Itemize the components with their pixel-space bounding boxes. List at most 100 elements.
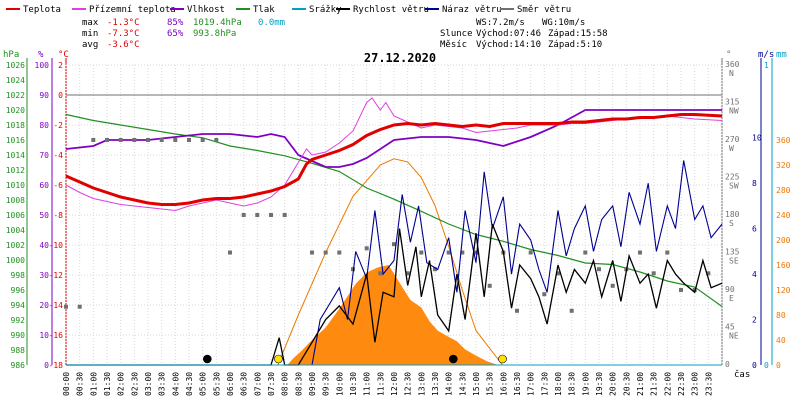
tick-x: 17:30 [540, 372, 549, 396]
tick-dir-name: SE [729, 257, 739, 266]
tick-x: 04:30 [185, 372, 194, 396]
wind-dir-point [460, 250, 465, 255]
tick-hpa: 994 [11, 301, 26, 310]
stat-max-label: max [82, 18, 99, 28]
tick-x: 16:30 [513, 372, 522, 396]
tick-x: 14:30 [458, 372, 467, 396]
tick-temp: -4 [53, 151, 63, 160]
tick-ms: 0 [752, 361, 757, 370]
ground-temp-line [65, 97, 723, 212]
tick-hpa: 1004 [6, 226, 25, 235]
sun-rise: Východ:07:46 [476, 29, 541, 39]
tick-temp: -16 [49, 331, 64, 340]
tick-temp: -12 [49, 271, 64, 280]
tick-hpa: 1020 [6, 106, 25, 115]
tick-wm2: 240 [776, 211, 791, 220]
wind-dir-point [651, 271, 656, 276]
axis-hpa-unit: hPa [3, 50, 19, 60]
tick-x: 15:00 [472, 372, 481, 396]
tick-dir-name: N [729, 69, 734, 78]
tick-wm2: 40 [776, 336, 786, 345]
tick-x: 21:00 [636, 372, 645, 396]
x-axis-label: čas [734, 369, 750, 380]
sunset-marker [498, 354, 507, 364]
stat-min-temp: -7.3°C [107, 29, 140, 39]
tick-pct: 40 [39, 241, 49, 250]
wind-dir-point [392, 242, 396, 247]
wind-dir-point [173, 138, 178, 142]
stat-max-rain: 0.0mm [258, 18, 285, 28]
tick-x: 21:30 [650, 372, 659, 396]
wind-dir-point [159, 138, 164, 142]
tick-hpa: 1018 [6, 121, 25, 130]
wind-dir-point [118, 138, 123, 142]
axis-pct-unit: % [38, 50, 44, 60]
axis-ms-unit: m/s [758, 50, 774, 60]
wind-dir-point [487, 283, 492, 288]
stat-min-press: 993.8hPa [193, 29, 236, 39]
tick-x: 05:00 [199, 372, 208, 396]
tick-x: 12:00 [390, 372, 399, 396]
tick-wm2: 280 [776, 186, 791, 195]
tick-x: 07:30 [267, 372, 276, 396]
wind-dir-point [569, 308, 574, 313]
moon-rise: Východ:14:10 [476, 40, 541, 50]
legend-label: Vlhkost [187, 5, 225, 15]
tick-hpa: 1022 [6, 91, 25, 100]
tick-pct: 50 [39, 211, 49, 220]
wind-dir-point [433, 267, 437, 272]
tick-temp: 0 [58, 91, 63, 100]
tick-temp: -8 [53, 211, 63, 220]
tick-x: 11:00 [363, 372, 372, 396]
tick-x: 08:00 [281, 372, 290, 396]
tick-hpa: 998 [11, 271, 26, 280]
stats-block: max -1.3°C 85% 1019.4hPa 0.0mm min -7.3°… [82, 18, 608, 50]
wind-dir-point [146, 138, 150, 142]
tick-x: 13:30 [431, 372, 440, 396]
tick-x: 19:30 [595, 372, 604, 396]
wind-dir-point [515, 308, 519, 313]
tick-hpa: 1002 [6, 241, 25, 250]
wind-dir-point [77, 304, 82, 309]
wind-dir-point [323, 250, 328, 255]
tick-x: 11:30 [376, 372, 385, 396]
tick-x: 02:00 [117, 372, 126, 396]
tick-pct: 30 [39, 271, 49, 280]
wind-dir-point [105, 138, 109, 142]
legend-label: Rychlost větru [353, 5, 429, 15]
wind-dir-point [597, 267, 601, 272]
tick-x: 20:00 [609, 372, 618, 396]
tick-ms: 6 [752, 225, 757, 234]
tick-dir: 360 [725, 60, 740, 69]
wind-dir-point [241, 213, 246, 217]
tick-dir: 225 [725, 173, 740, 182]
tick-x: 06:00 [226, 372, 235, 396]
tick-wm2: 120 [776, 286, 791, 295]
axis-temp-unit: °C [58, 50, 69, 60]
wind-dir-point [665, 250, 670, 255]
tick-x: 10:30 [349, 372, 358, 396]
tick-dir-name: W [729, 144, 734, 153]
moon-label: Měsíc [440, 40, 467, 50]
tick-hpa: 1024 [6, 76, 25, 85]
tick-x: 23:30 [704, 372, 713, 396]
wind-dir-point [91, 138, 96, 142]
wind-dir-point [64, 304, 68, 309]
tick-dir: 135 [725, 248, 740, 257]
tick-x: 08:30 [294, 372, 303, 396]
tick-pct: 100 [35, 61, 50, 70]
wind-dir-point [706, 271, 711, 276]
tick-dir: 270 [725, 135, 740, 144]
wind-dir-point [282, 213, 287, 217]
wind-dir-point [542, 292, 547, 297]
tick-ms: 2 [752, 316, 757, 325]
temperature-line [65, 113, 723, 206]
tick-hpa: 990 [11, 331, 26, 340]
tick-x: 23:00 [691, 372, 700, 396]
tick-x: 09:30 [322, 372, 331, 396]
wind-line [66, 223, 723, 366]
legend: Teplota Přízemní teplota Vlhkost Tlak Srážky… [6, 5, 571, 15]
tick-wm2: 160 [776, 261, 791, 270]
wind-dir-point [255, 213, 260, 217]
